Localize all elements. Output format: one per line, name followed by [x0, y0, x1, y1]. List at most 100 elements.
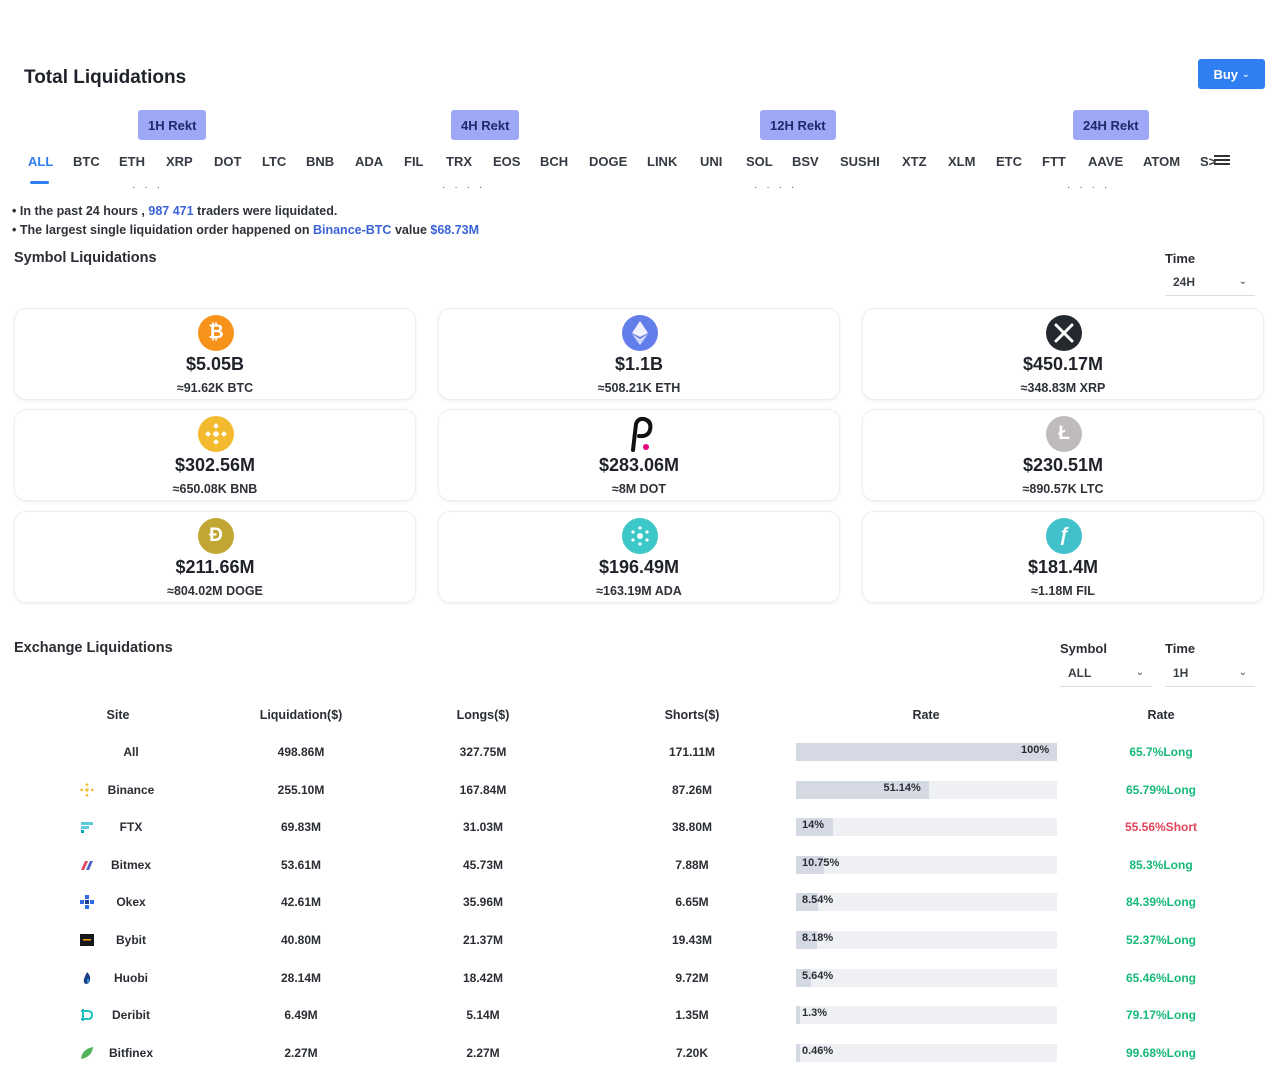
bitcoin-icon: ₿: [198, 315, 234, 351]
dots-decoration: ····: [442, 182, 492, 193]
share-bar-fill: [796, 1006, 800, 1025]
coin-card-ltc[interactable]: Ł $230.51M ≈890.57K LTC: [862, 409, 1264, 501]
tab-doge[interactable]: DOGE: [589, 154, 628, 169]
tab-btc[interactable]: BTC: [73, 154, 100, 169]
rekt-1h-button[interactable]: 1H Rekt: [138, 110, 207, 140]
coin-amount: $1.1B: [614, 354, 664, 374]
tab-atom[interactable]: ATOM: [1143, 154, 1181, 169]
largest-order-exchange-link[interactable]: Binance-BTC: [312, 223, 392, 237]
bnb-icon: [198, 416, 234, 452]
col-header-longs: Longs($): [456, 708, 510, 722]
coin-card-ada[interactable]: $196.49M ≈163.19M ADA: [438, 511, 840, 603]
table-row: Deribit 6.49M 5.14M 1.35M 1.3% 79.17%Long: [0, 1004, 1280, 1028]
table-row: Okex 42.61M 35.96M 6.65M 8.54% 84.39%Long: [0, 891, 1280, 915]
tab-bsv[interactable]: BSV: [792, 154, 819, 169]
coin-card-fil[interactable]: ƒ $181.4M ≈1.18M FIL: [862, 511, 1264, 603]
long-short-rate: 55.56%Short: [1124, 820, 1198, 835]
tab-eos[interactable]: EOS: [493, 154, 521, 169]
coin-card-btc[interactable]: ₿ $5.05B ≈91.62K BTC: [14, 308, 416, 400]
table-row: FTX 69.83M 31.03M 38.80M 14% 55.56%Short: [0, 816, 1280, 840]
chevron-down-icon: ⌄: [1238, 667, 1247, 678]
share-bar: [796, 931, 1057, 949]
active-tab-indicator: [30, 181, 49, 184]
coin-card-doge[interactable]: Ð $211.66M ≈804.02M DOGE: [14, 511, 416, 603]
longs-value: 18.42M: [462, 970, 504, 985]
ethereum-icon: [622, 315, 658, 351]
share-bar: [796, 1006, 1057, 1025]
time-label: Time: [1165, 251, 1196, 266]
tab-ada[interactable]: ADA: [355, 154, 384, 169]
dots-decoration: ····: [754, 182, 804, 193]
largest-order-value: $68.73M: [430, 223, 480, 237]
coin-amount: $450.17M: [1022, 354, 1104, 374]
rekt-4h-button[interactable]: 4H Rekt: [451, 110, 520, 140]
share-bar-fill: [796, 968, 811, 987]
time-select-value: 24H: [1173, 274, 1196, 289]
symbol-liquidations-title: Symbol Liquidations: [14, 250, 157, 266]
share-bar-fill: [796, 818, 833, 837]
col-header-rate: Rate: [1147, 708, 1175, 722]
tab-xlm[interactable]: XLM: [948, 154, 976, 169]
share-label: 0.46%: [802, 1044, 834, 1057]
share-bar: [796, 968, 1057, 987]
table-row: All 498.86M 327.75M 171.11M 100% 65.7%Long: [0, 741, 1280, 765]
deribit-icon: [80, 1008, 94, 1022]
tab-eth[interactable]: ETH: [119, 154, 145, 169]
menu-icon[interactable]: [1214, 155, 1230, 169]
coin-card-bnb[interactable]: $302.56M ≈650.08K BNB: [14, 409, 416, 501]
share-label: 14%: [802, 819, 825, 832]
longs-value: 5.14M: [466, 1008, 500, 1023]
site-name: Deribit: [111, 1008, 150, 1023]
exchange-time-select[interactable]: 1H ⌄: [1165, 659, 1255, 687]
bitfinex-icon: [80, 1046, 94, 1060]
tab-sushi[interactable]: SUSHI: [840, 154, 880, 169]
tab-more[interactable]: S>: [1200, 154, 1217, 169]
tab-uni[interactable]: UNI: [700, 154, 723, 169]
tab-dot[interactable]: DOT: [214, 154, 242, 169]
tab-xrp[interactable]: XRP: [166, 154, 193, 169]
tab-bnb[interactable]: BNB: [306, 154, 335, 169]
symbol-tabs: ALL BTC ETH XRP DOT LTC BNB ADA FIL TRX …: [14, 154, 1244, 174]
tab-all[interactable]: ALL: [28, 154, 54, 169]
dots-decoration: ····: [1067, 182, 1117, 193]
buy-button[interactable]: Buy ⌄: [1198, 59, 1265, 89]
shorts-value: 6.65M: [675, 895, 709, 910]
col-header-rate-bar: Rate: [912, 708, 940, 722]
tab-bch[interactable]: BCH: [540, 154, 569, 169]
share-bar: [796, 818, 1057, 837]
tab-aave[interactable]: AAVE: [1088, 154, 1124, 169]
long-short-rate: 85.3%Long: [1129, 857, 1193, 872]
tab-ftt[interactable]: FTT: [1042, 154, 1066, 169]
rekt-24h-button[interactable]: 24H Rekt: [1073, 110, 1149, 140]
share-bar-fill: [796, 1043, 800, 1062]
coin-card-dot[interactable]: $283.06M ≈8M DOT: [438, 409, 840, 501]
share-bar: [796, 1043, 1057, 1062]
buy-button-label: Buy: [1213, 66, 1238, 82]
tab-fil[interactable]: FIL: [404, 154, 424, 169]
shorts-value: 7.20K: [675, 1045, 709, 1060]
tab-ltc[interactable]: LTC: [262, 154, 287, 169]
tab-etc[interactable]: ETC: [996, 154, 1022, 169]
liquidation-value: 42.61M: [280, 895, 322, 910]
exchange-symbol-select[interactable]: ALL ⌄: [1060, 659, 1152, 687]
liquidation-value: 40.80M: [280, 933, 322, 947]
rekt-12h-button[interactable]: 12H Rekt: [760, 110, 836, 140]
site-name: Bybit: [116, 933, 146, 947]
tab-sol[interactable]: SOL: [746, 154, 773, 169]
share-bar-fill: [796, 780, 930, 799]
tab-xtz[interactable]: XTZ: [902, 154, 927, 169]
tab-link[interactable]: LINK: [647, 154, 678, 169]
shorts-value: 38.80M: [671, 820, 713, 835]
table-row: Huobi 28.14M 18.42M 9.72M 5.64% 65.46%Long: [0, 967, 1280, 991]
symbol-time-select[interactable]: 24H ⌄: [1165, 268, 1255, 296]
coin-sub: ≈91.62K BTC: [176, 381, 254, 395]
share-bar: [796, 893, 1057, 912]
page-title: Total Liquidations: [24, 67, 187, 88]
coin-card-eth[interactable]: $1.1B ≈508.21K ETH: [438, 308, 840, 400]
site-name: Bitmex: [110, 857, 151, 872]
coin-sub: ≈163.19M ADA: [596, 584, 682, 598]
table-row: Binance 255.10M 167.84M 87.26M 51.14% 65.79%L…: [0, 779, 1280, 803]
coin-sub: ≈1.18M FIL: [1031, 584, 1095, 598]
coin-card-xrp[interactable]: $450.17M ≈348.83M XRP: [862, 308, 1264, 400]
tab-trx[interactable]: TRX: [446, 154, 472, 169]
